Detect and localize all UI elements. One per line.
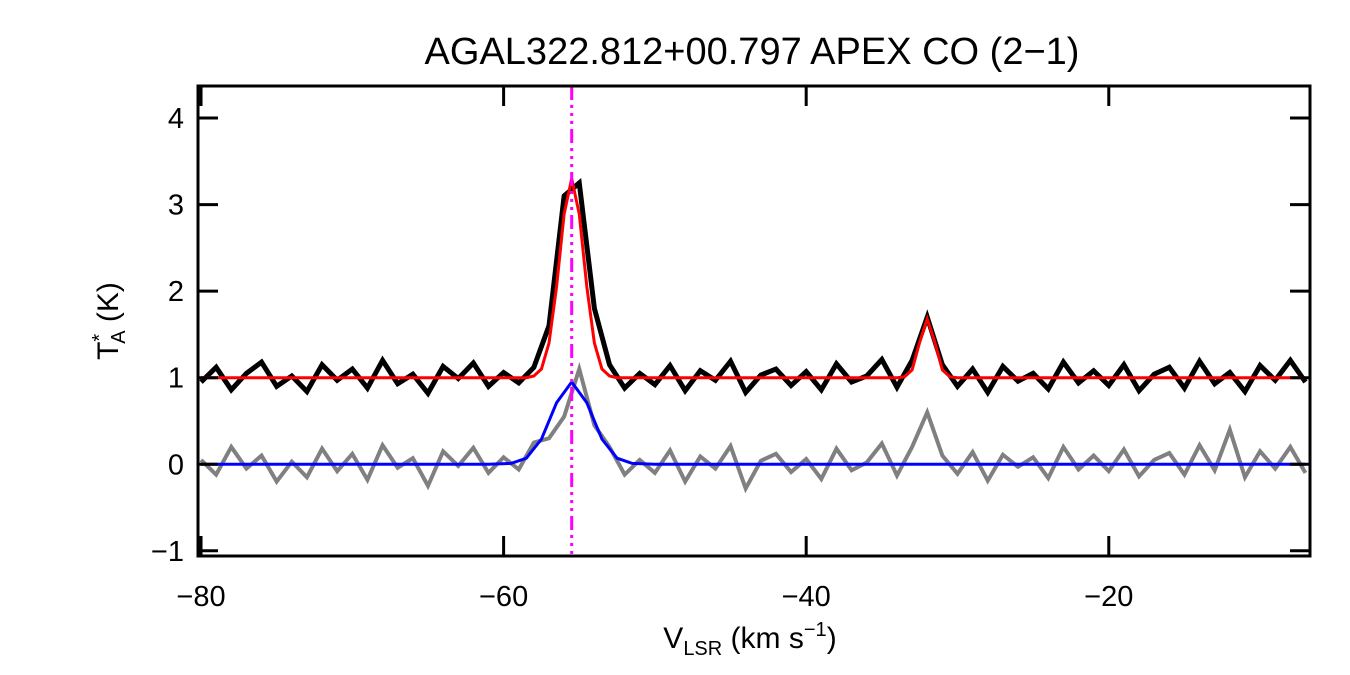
plot-frame (196, 84, 1312, 558)
x-label-main: V (663, 622, 683, 655)
y-label-rest: (K) (92, 282, 125, 330)
y-axis-label: T*A (K) (89, 282, 130, 360)
x-tick-label: −80 (176, 581, 225, 613)
x-label-end: ) (827, 622, 837, 655)
x-label-sub: LSR (683, 638, 722, 660)
chart-title: AGAL322.812+00.797 APEX CO (2−1) (425, 31, 1080, 73)
y-tick-label: −1 (151, 536, 184, 568)
spectrum-line (199, 361, 1308, 494)
spectrum-line (199, 177, 1308, 398)
x-label-sup: −1 (804, 619, 827, 641)
y-tick-label: 2 (168, 276, 184, 308)
x-tick-label: −40 (782, 581, 831, 613)
x-label-rest: (km s (722, 622, 804, 655)
x-tick-label: −20 (1084, 581, 1133, 613)
spectrum-line (201, 178, 1306, 380)
y-tick-label: 4 (168, 103, 184, 135)
y-tick-label: 0 (168, 449, 184, 481)
y-label-sup: * (89, 334, 111, 342)
x-axis-label: VLSR (km s−1) (663, 619, 836, 660)
y-label-main: T (92, 342, 125, 360)
spectrum-line (201, 379, 1306, 466)
y-tick-label: 3 (168, 190, 184, 222)
y-label-sub: A (108, 330, 130, 344)
y-tick-label: 1 (168, 363, 184, 395)
x-tick-label: −60 (479, 581, 528, 613)
